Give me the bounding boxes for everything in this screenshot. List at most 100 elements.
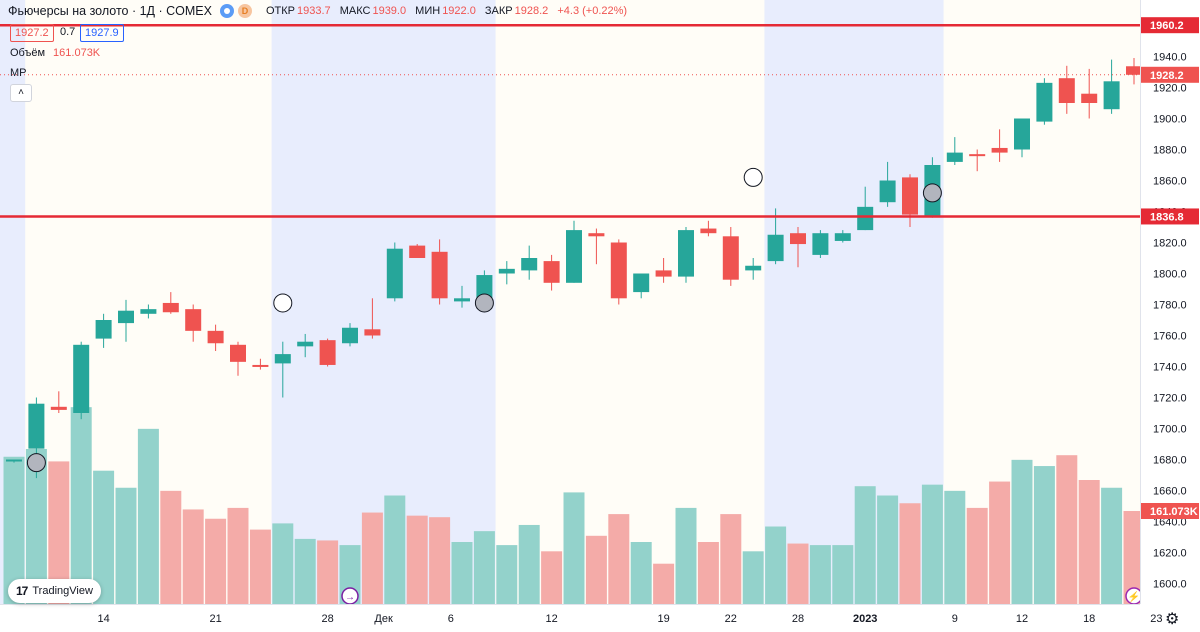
- candle-body: [521, 258, 538, 271]
- volume-bar: [1123, 511, 1145, 604]
- candle-body: [274, 354, 291, 364]
- price-tick-label: 1620.0: [1153, 548, 1187, 560]
- candle-body: [364, 329, 381, 336]
- time-tick-label: 12: [545, 613, 557, 625]
- volume-legend[interactable]: Объём 161.073K: [10, 47, 100, 59]
- last-price-tag: 1928.2: [1150, 70, 1184, 82]
- volume-bar: [115, 487, 137, 604]
- time-tick-label: 6: [448, 613, 454, 625]
- delay-badge[interactable]: D: [237, 4, 252, 18]
- volume-bar: [630, 542, 652, 604]
- volume-bar: [227, 507, 249, 604]
- candle-body: [162, 302, 179, 313]
- volume-bar: [697, 542, 719, 604]
- chart-marker-circle: [273, 293, 293, 313]
- candle-body: [566, 230, 582, 283]
- time-tick-label: 23: [1150, 613, 1162, 625]
- candle-body: [386, 248, 403, 299]
- svg-text:⚡: ⚡: [1128, 590, 1140, 603]
- chart-marker-circle: [743, 167, 763, 187]
- volume-bar: [832, 545, 854, 604]
- volume-bar: [720, 514, 742, 604]
- ohlc-values: ОТКР 1933.7 МАКС 1939.0 МИН 1922.0 ЗАКР 1928…: [266, 5, 633, 17]
- high-label: МАКС: [339, 5, 371, 17]
- volume-bar: [48, 461, 70, 604]
- candle-body: [678, 230, 694, 277]
- time-tick-label: 12: [1016, 613, 1028, 625]
- level-price-tag-bg: [1141, 208, 1199, 225]
- price-tick-label: 1920.0: [1153, 83, 1187, 95]
- candle-body: [498, 268, 515, 274]
- candle-body: [95, 320, 112, 339]
- indicator-label[interactable]: MP: [10, 67, 27, 79]
- tradingview-logo[interactable]: 17 TradingView: [8, 579, 101, 603]
- event-icon: →: [341, 587, 359, 605]
- volume-bar: [563, 492, 585, 604]
- volume-bar: [451, 542, 473, 604]
- candle-body: [588, 233, 605, 237]
- price-tick-label: 1660.0: [1153, 486, 1187, 498]
- candle-body: [454, 298, 470, 302]
- time-tick-label: 14: [97, 613, 109, 625]
- volume-bar: [70, 407, 92, 604]
- price-tick-label: 1600.0: [1153, 579, 1187, 591]
- last-price-tag-bg: [1141, 66, 1199, 83]
- price-tick-label: 1800.0: [1153, 269, 1187, 281]
- level-price-tag: 1960.2: [1150, 20, 1184, 32]
- time-tick-label: 19: [657, 613, 669, 625]
- candle-body: [610, 242, 627, 299]
- time-tick-label: 28: [792, 613, 804, 625]
- price-tick-label: 1740.0: [1153, 362, 1187, 374]
- price-tick-label: 1880.0: [1153, 145, 1187, 157]
- price-tick-label: 1700.0: [1153, 424, 1187, 436]
- candle-body: [633, 273, 650, 293]
- volume-bar: [25, 449, 47, 604]
- volume-bar: [361, 512, 383, 604]
- candle-body: [834, 233, 851, 241]
- volume-value-tag-bg: [1141, 503, 1199, 519]
- candle-body: [409, 245, 426, 258]
- candle-body: [319, 340, 336, 365]
- time-tick-label: 22: [725, 613, 737, 625]
- volume-bar: [93, 470, 115, 604]
- candle-body: [543, 261, 560, 283]
- candle-body: [1036, 82, 1053, 122]
- time-tick-label: 2023: [853, 613, 877, 625]
- candle-body: [1126, 66, 1142, 75]
- volume-bar: [160, 490, 182, 604]
- candle-body: [207, 330, 224, 344]
- candle-body: [1103, 81, 1120, 110]
- candle-body: [857, 206, 874, 231]
- volume-bar: [272, 523, 294, 604]
- price-tick-label: 1860.0: [1153, 176, 1187, 188]
- chart-marker-circle: [474, 293, 494, 313]
- candle-body: [745, 265, 762, 271]
- candle-body: [969, 154, 986, 157]
- volume-value-tag: 161.073K: [1150, 506, 1198, 518]
- sell-price-button[interactable]: 1927.2: [10, 24, 54, 42]
- eye-icon[interactable]: [219, 4, 234, 18]
- volume-bar: [608, 514, 630, 604]
- collapse-legend-button[interactable]: ˄: [10, 84, 32, 102]
- candle-body: [118, 310, 134, 324]
- buy-price-button[interactable]: 1927.9: [80, 24, 124, 42]
- volume-bar: [675, 507, 697, 604]
- candle-body: [6, 459, 22, 462]
- volume-bar: [877, 495, 899, 604]
- candle-body: [297, 341, 314, 347]
- low-label: МИН: [415, 5, 441, 17]
- volume-bar: [989, 481, 1011, 604]
- candle-body: [879, 180, 896, 203]
- volume-value: 161.073K: [53, 47, 101, 59]
- price-tick-label: 1780.0: [1153, 300, 1187, 312]
- time-axis: [0, 604, 1200, 632]
- symbol-title[interactable]: Фьючерсы на золото · 1Д · COMEX: [8, 4, 212, 18]
- time-tick-label: 18: [1083, 613, 1095, 625]
- volume-bar: [137, 428, 159, 604]
- volume-bar: [1011, 459, 1033, 604]
- gear-icon[interactable]: ⚙: [1165, 611, 1180, 628]
- candle-body: [50, 406, 67, 410]
- candle-body: [1081, 93, 1098, 103]
- price-tick-label: 1940.0: [1153, 52, 1187, 64]
